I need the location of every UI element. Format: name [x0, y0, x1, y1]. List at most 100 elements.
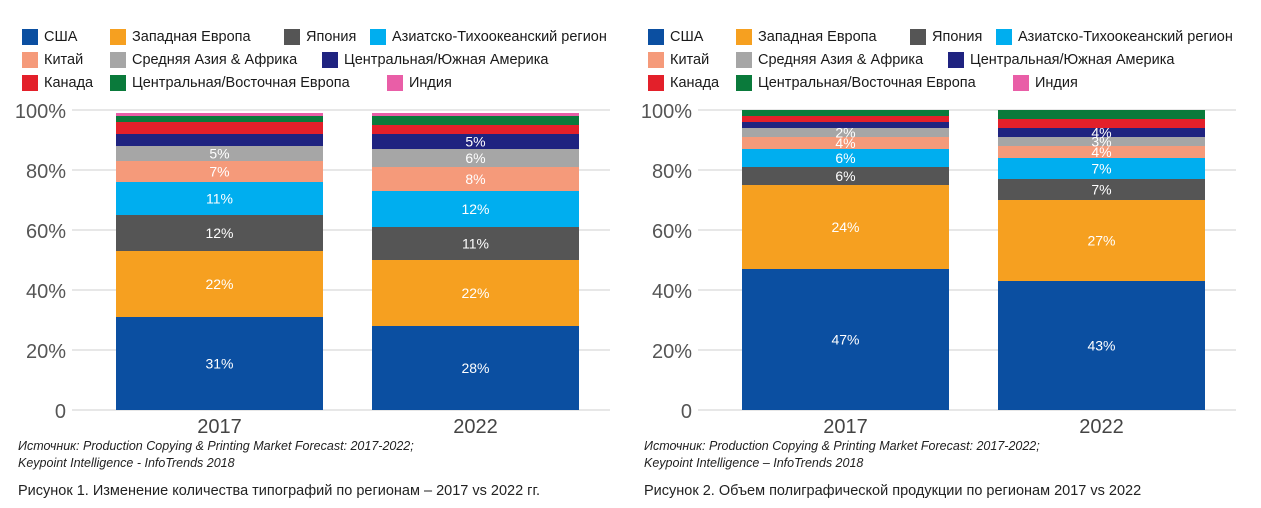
legend-item: Индия — [1013, 74, 1078, 92]
bar-segment — [116, 134, 323, 146]
legend-swatch — [370, 29, 386, 45]
legend-swatch — [110, 75, 126, 91]
legend-item: Канада — [22, 74, 93, 92]
figure-caption-1: Рисунок 1. Изменение количества типограф… — [18, 483, 541, 499]
bar-segment — [372, 125, 579, 134]
legend-item: Средняя Азия & Африка — [110, 51, 297, 69]
bar-segment — [372, 260, 579, 326]
x-tick-label: 2022 — [1079, 416, 1124, 438]
data-label: 4% — [835, 135, 855, 151]
legend-item: Азиатско-Тихоокеанский регион — [370, 28, 607, 46]
data-label: 22% — [205, 276, 233, 292]
data-label: 47% — [831, 332, 859, 348]
bar-segment — [372, 167, 579, 191]
legend-label: Канада — [670, 75, 720, 91]
legend-item: Центральная/Восточная Европа — [110, 74, 350, 92]
y-tick-label: 80% — [26, 161, 66, 183]
legend-swatch — [110, 29, 126, 45]
chart-2: 020%40%60%80%100%47%24%6%6%4%2%201743%27… — [641, 101, 1236, 438]
legend-label: Центральная/Восточная Европа — [132, 75, 350, 91]
bar-segment — [742, 269, 949, 410]
data-label: 27% — [1087, 233, 1115, 249]
bar-segment — [998, 137, 1205, 146]
legend-item: Канада — [648, 74, 719, 92]
x-tick-label: 2022 — [453, 416, 498, 438]
data-label: 31% — [205, 356, 233, 372]
data-label: 3% — [1091, 134, 1111, 150]
legend-swatch — [996, 29, 1012, 45]
data-label: 11% — [462, 236, 489, 252]
legend-swatch — [22, 52, 38, 68]
legend-1: США Западная Европа Япония Азиатско-Тихооке… — [22, 28, 632, 92]
chart-panel-1: США Западная Европа Япония Азиатско-Тихооке… — [10, 0, 630, 508]
x-tick-label: 2017 — [823, 416, 868, 438]
data-label: 4% — [1091, 144, 1111, 160]
legend-item: Япония — [910, 28, 982, 46]
legend-label: США — [670, 29, 704, 45]
y-tick-label: 100% — [641, 101, 692, 123]
legend-label: Западная Европа — [758, 29, 877, 45]
data-label: 6% — [835, 168, 855, 184]
bar-segment — [372, 134, 579, 149]
legend-2: США Западная Европа Япония Азиатско-Тихооке… — [648, 28, 1258, 92]
data-label: 5% — [465, 134, 485, 150]
bar-segment — [116, 116, 323, 122]
y-tick-label: 40% — [26, 281, 66, 303]
legend-item: Центральная/Восточная Европа — [736, 74, 976, 92]
x-tick-label: 2017 — [197, 416, 242, 438]
bar-segment — [742, 116, 949, 122]
legend-swatch — [284, 29, 300, 45]
data-label: 4% — [1091, 125, 1111, 141]
bar-segment — [742, 110, 949, 116]
legend-item: Центральная/Южная Америка — [322, 51, 548, 69]
bar-segment — [742, 128, 949, 137]
data-label: 7% — [1091, 161, 1111, 177]
bar-segment — [998, 281, 1205, 410]
data-label: 6% — [835, 150, 855, 166]
bar-segment — [998, 119, 1205, 128]
data-label: 7% — [1091, 182, 1111, 198]
data-label: 22% — [461, 285, 489, 301]
data-label: 7% — [209, 164, 229, 180]
bar-segment — [742, 137, 949, 149]
bar-segment — [998, 200, 1205, 281]
legend-swatch — [648, 52, 664, 68]
legend-swatch — [22, 29, 38, 45]
legend-swatch — [110, 52, 126, 68]
bar-segment — [372, 227, 579, 260]
source-note-1: Источник: Production Copying & Printing … — [18, 438, 414, 472]
legend-swatch — [736, 52, 752, 68]
chart-1: 0 20% 40% 60% 80% 100% 31% 22% 12% 11% 7% 5% 2017 28%… — [15, 101, 610, 438]
legend-label: Средняя Азия & Африка — [132, 52, 298, 68]
data-label: 24% — [831, 219, 859, 235]
legend-item: Азиатско-Тихоокеанский регион — [996, 28, 1233, 46]
y-tick-label: 40% — [652, 281, 692, 303]
source-line-1: Источник: Production Copying & Printing … — [644, 439, 1040, 453]
data-label: 28% — [461, 360, 489, 376]
legend-item: Западная Европа — [736, 28, 877, 46]
legend-label: США — [44, 29, 78, 45]
data-label: 6% — [465, 150, 485, 166]
legend-label: Китай — [670, 52, 710, 68]
bar-segment — [116, 122, 323, 134]
bar-segment — [742, 167, 949, 185]
legend-swatch — [948, 52, 964, 68]
bar-segment — [116, 182, 323, 215]
legend-swatch — [22, 75, 38, 91]
data-label: 11% — [206, 191, 233, 207]
y-tick-label: 60% — [652, 221, 692, 243]
bar-segment — [116, 317, 323, 410]
source-line-2: Keypoint Intelligence - InfoTrends 2018 — [18, 456, 235, 470]
bar-segment — [998, 179, 1205, 200]
data-label: 43% — [1087, 338, 1115, 354]
bar-segment — [116, 215, 323, 251]
bar-segment — [116, 251, 323, 317]
legend-item: Западная Европа — [110, 28, 251, 46]
data-label: 5% — [209, 146, 229, 162]
bar-segment — [116, 161, 323, 182]
y-tick-label: 0 — [55, 401, 66, 423]
legend-label: Центральная/Южная Америка — [344, 52, 549, 68]
bar-segment — [742, 122, 949, 128]
bar-segment — [742, 149, 949, 167]
